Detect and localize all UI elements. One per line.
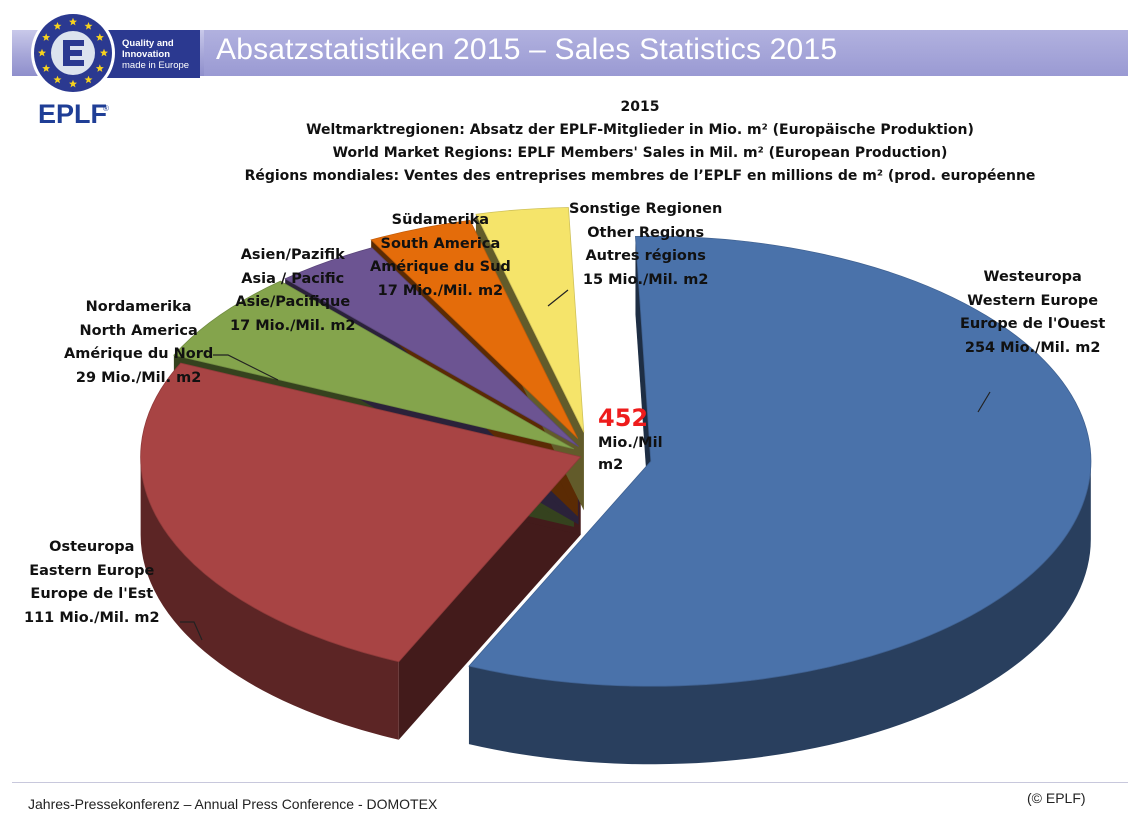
label-asia-pacific-en: Asia / Pacific bbox=[241, 270, 345, 287]
label-other-regions-value: 15 Mio./Mil. m2 bbox=[582, 271, 709, 288]
leader-line-eastern-europe bbox=[180, 621, 203, 641]
pie-slice-north-america bbox=[173, 280, 575, 450]
logo-brand-text: EPLF bbox=[38, 99, 107, 129]
pie-slice-eastern-europe bbox=[140, 362, 582, 663]
label-western-europe-de: Westeuropa bbox=[983, 269, 1082, 285]
label-other-regions-de: Sonstige Regionen bbox=[569, 201, 723, 217]
label-asia-pacific-de: Asien/Pazifik bbox=[240, 247, 345, 263]
total-unit-line-2: m2 bbox=[598, 457, 624, 473]
label-south-america-fr: Amérique du Sud bbox=[370, 259, 511, 275]
label-other-regions: Sonstige Regionen Other Regions Autres r… bbox=[569, 198, 722, 292]
footer-event-text: Jahres-Pressekonferenz – Annual Press Co… bbox=[28, 796, 438, 812]
leader-line-north-america bbox=[213, 354, 279, 381]
label-western-europe-fr: Europe de l'Ouest bbox=[960, 316, 1106, 332]
logo-star bbox=[84, 75, 93, 84]
footer-divider bbox=[12, 782, 1128, 783]
footer-copyright: (© EPLF) bbox=[1027, 790, 1086, 806]
chart-subtitle-en: World Market Regions: EPLF Members' Sale… bbox=[332, 145, 948, 161]
label-asia-pacific-fr: Asie/Pacifique bbox=[235, 294, 351, 310]
logo-star bbox=[84, 22, 93, 30]
pie-slice-wall-eastern-europe bbox=[398, 456, 581, 740]
page-title: Absatzstatistiken 2015 – Sales Statistic… bbox=[216, 33, 838, 66]
label-south-america-value: 17 Mio./Mil. m2 bbox=[377, 282, 504, 299]
logo-e-mark-icon bbox=[63, 40, 84, 66]
eplf-logo: EPLF ® Quality and Innovation made in Eu… bbox=[30, 10, 200, 130]
pie-slices bbox=[140, 207, 1092, 765]
label-south-america-en: South America bbox=[380, 235, 501, 252]
logo-registered-mark: ® bbox=[103, 104, 109, 113]
title-banner-text-layer: Absatzstatistiken 2015 – Sales Statistic… bbox=[12, 30, 1128, 76]
pie-slice-asia-pacific bbox=[284, 247, 579, 447]
label-north-america: Nordamerika North America Amérique du No… bbox=[64, 296, 213, 390]
total-label: 452 Mio./Mil m2 bbox=[598, 404, 663, 476]
label-eastern-europe-en: Eastern Europe bbox=[29, 562, 155, 579]
logo-star bbox=[69, 79, 77, 88]
logo-stars-icon bbox=[38, 17, 108, 88]
label-other-regions-fr: Autres régions bbox=[585, 248, 706, 264]
total-unit-line-1: Mio./Mil bbox=[598, 435, 663, 451]
logo-star bbox=[53, 22, 62, 30]
logo-star bbox=[53, 75, 62, 84]
label-north-america-en: North America bbox=[79, 322, 198, 339]
label-eastern-europe-fr: Europe de l'Est bbox=[30, 586, 154, 602]
logo-star bbox=[38, 48, 46, 57]
logo-tagline-2: Innovation bbox=[122, 49, 170, 60]
eplf-logo-graphic: EPLF ® Quality and Innovation made in Eu… bbox=[31, 11, 200, 129]
pie-slice-tops bbox=[140, 207, 1092, 687]
logo-tagline-1: Quality and bbox=[122, 38, 174, 49]
label-eastern-europe-de: Osteuropa bbox=[49, 539, 135, 555]
leader-line-western-europe bbox=[977, 391, 991, 413]
label-south-america-de: Südamerika bbox=[391, 212, 490, 228]
label-south-america: Südamerika South America Amérique du Sud… bbox=[370, 209, 511, 303]
label-eastern-europe-value: 111 Mio./Mil. m2 bbox=[24, 609, 160, 626]
label-eastern-europe: Osteuropa Eastern Europe Europe de l'Est… bbox=[24, 536, 160, 630]
pie-slice-other-regions bbox=[475, 207, 585, 433]
pie-slice-side-eastern-europe bbox=[140, 456, 399, 740]
logo-star bbox=[95, 64, 104, 72]
leader-line-other-regions bbox=[547, 289, 569, 307]
label-asia-pacific: Asien/Pazifik Asia / Pacific Asie/Pacifi… bbox=[230, 244, 356, 338]
logo-star bbox=[100, 48, 108, 57]
label-asia-pacific-value: 17 Mio./Mil. m2 bbox=[230, 317, 356, 334]
chart-subtitle-de: Weltmarktregionen: Absatz der EPLF-Mitgl… bbox=[306, 122, 974, 138]
total-value: 452 bbox=[598, 404, 649, 432]
chart-subtitle: 2015 Weltmarktregionen: Absatz der EPLF-… bbox=[220, 96, 1060, 188]
pie-slice-side-western-europe bbox=[468, 461, 1091, 765]
chart-title: 2015 bbox=[620, 99, 660, 115]
pie-slice-western-europe bbox=[468, 235, 1092, 687]
label-western-europe-value: 254 Mio./Mil. m2 bbox=[964, 339, 1101, 356]
title-banner-fill bbox=[204, 30, 1128, 76]
chart-subtitle-fr: Régions mondiales: Ventes des entreprise… bbox=[244, 168, 1036, 184]
label-western-europe-en: Western Europe bbox=[967, 292, 1099, 309]
label-north-america-value: 29 Mio./Mil. m2 bbox=[75, 369, 202, 386]
label-north-america-fr: Amérique du Nord bbox=[64, 346, 214, 362]
logo-star bbox=[95, 33, 104, 41]
label-north-america-de: Nordamerika bbox=[85, 299, 192, 315]
label-western-europe: Westeuropa Western Europe Europe de l'Ou… bbox=[960, 266, 1105, 360]
logo-tagline-3: made in Europe bbox=[122, 60, 189, 71]
pie-slice-south-america bbox=[370, 219, 579, 439]
logo-star bbox=[69, 17, 77, 26]
pie-slice-wall-western-europe bbox=[635, 236, 651, 540]
label-other-regions-en: Other Regions bbox=[587, 224, 705, 241]
leader-lines bbox=[180, 289, 991, 641]
